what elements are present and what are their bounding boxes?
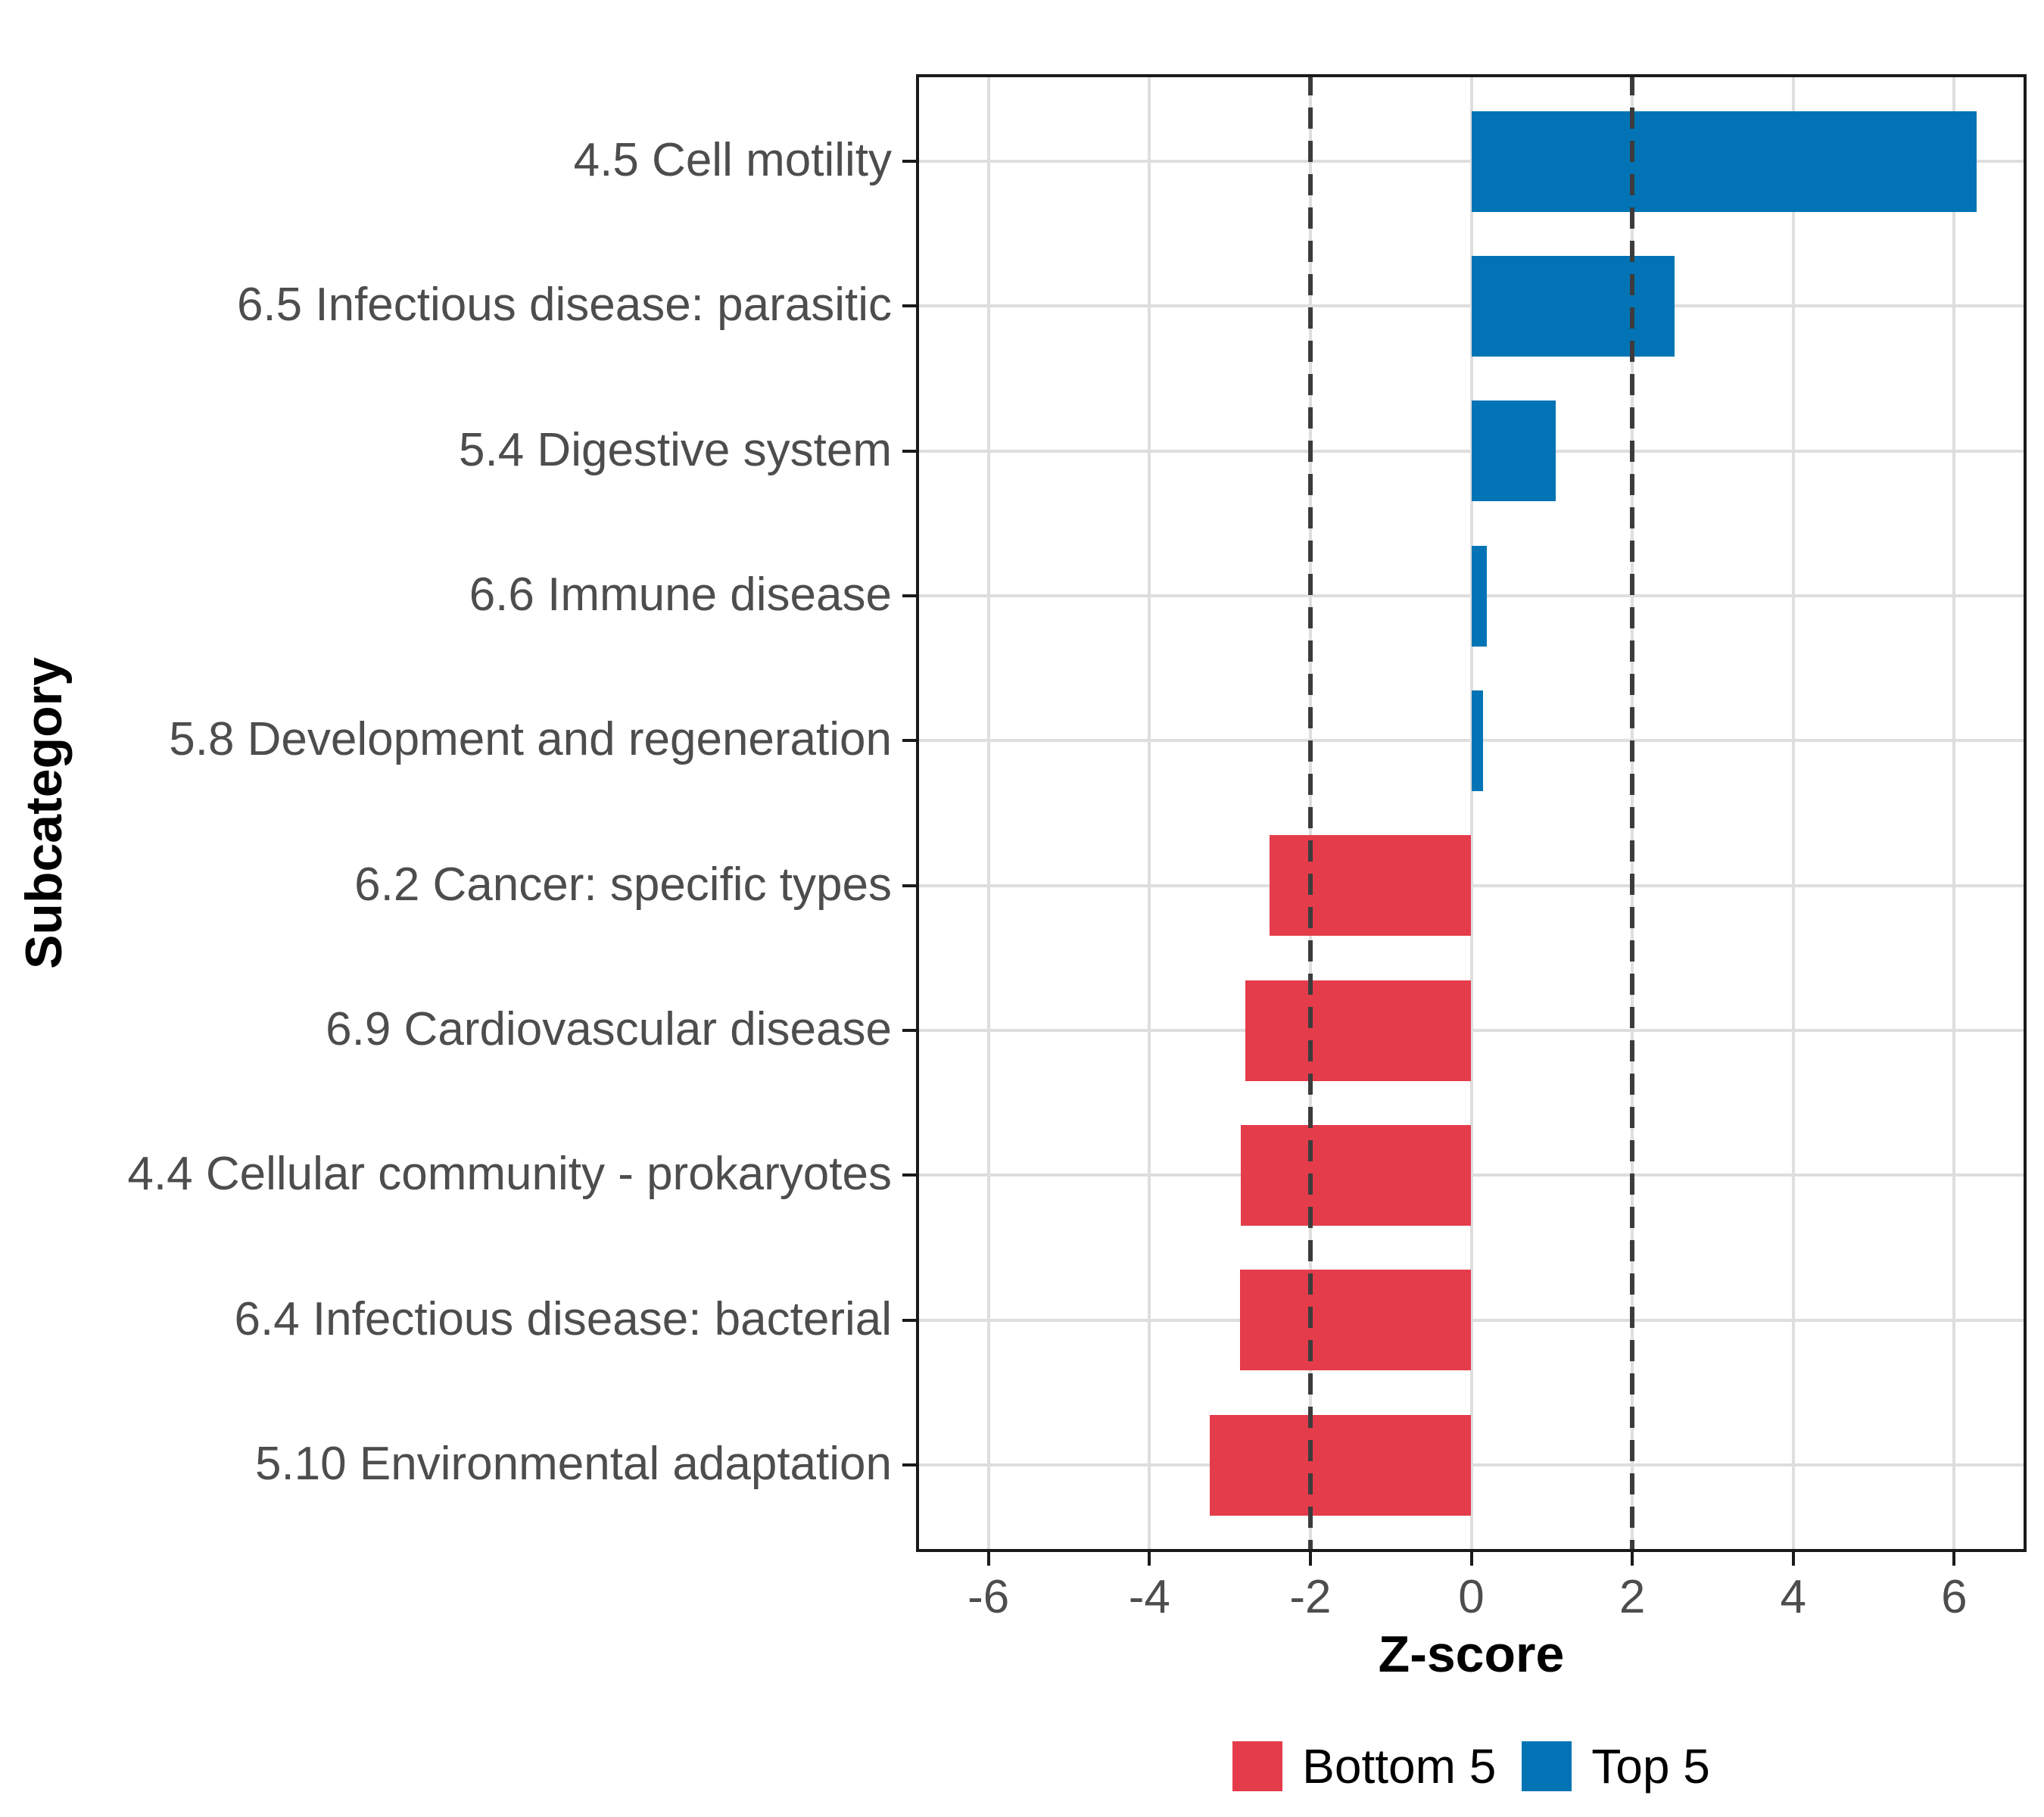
bar xyxy=(1240,1270,1472,1371)
gridline-x xyxy=(1791,74,1795,1552)
gridline-x xyxy=(1469,74,1473,1552)
x-tick-mark xyxy=(986,1552,990,1566)
category-label: 5.4 Digestive system xyxy=(459,423,892,476)
x-axis-title: Z-score xyxy=(1378,1625,1565,1683)
y-tick-mark xyxy=(902,739,916,743)
y-tick-mark xyxy=(902,1029,916,1032)
reference-line xyxy=(1630,74,1635,1552)
category-label: 6.4 Infectious disease: bacterial xyxy=(234,1292,892,1345)
reference-line xyxy=(1307,74,1313,1552)
category-label: 4.4 Cellular community - prokaryotes xyxy=(127,1148,892,1201)
category-label: 4.5 Cell motility xyxy=(573,134,892,187)
x-tick-label: -6 xyxy=(967,1571,1010,1623)
x-tick-label: 4 xyxy=(1780,1571,1806,1623)
bar xyxy=(1471,255,1675,357)
legend-item: Top 5 xyxy=(1522,1738,1710,1794)
legend-swatch xyxy=(1232,1741,1283,1791)
y-axis-title: Subcategory xyxy=(15,657,73,969)
gridline-x xyxy=(1148,74,1151,1552)
x-tick-mark xyxy=(1791,1552,1795,1566)
category-label: 5.10 Environmental adaptation xyxy=(254,1438,892,1491)
category-label: 5.8 Development and regeneration xyxy=(169,713,892,766)
legend-label: Top 5 xyxy=(1591,1739,1710,1794)
bar xyxy=(1210,1414,1472,1516)
y-tick-mark xyxy=(902,160,916,163)
bar xyxy=(1471,400,1556,502)
gridline-y xyxy=(916,1029,2027,1032)
y-tick-mark xyxy=(902,1173,916,1177)
legend: Bottom 5 Top 5 xyxy=(916,1738,2027,1794)
bar xyxy=(1241,1124,1472,1226)
legend-item: Bottom 5 xyxy=(1232,1738,1496,1794)
x-tick-label: 6 xyxy=(1941,1571,1968,1623)
bar xyxy=(1471,111,1977,212)
bar xyxy=(1245,980,1472,1081)
y-tick-mark xyxy=(902,594,916,597)
gridline-y xyxy=(916,1318,2027,1322)
y-tick-mark xyxy=(902,304,916,308)
bar xyxy=(1269,835,1472,937)
x-tick-label: -4 xyxy=(1128,1571,1170,1623)
gridline-y xyxy=(916,1173,2027,1177)
y-tick-mark xyxy=(902,884,916,887)
category-label: 6.5 Infectious disease: parasitic xyxy=(236,279,892,332)
gridline-x xyxy=(986,74,990,1552)
bar xyxy=(1471,545,1487,647)
x-tick-label: -2 xyxy=(1289,1571,1332,1623)
x-tick-mark xyxy=(1631,1552,1634,1566)
x-tick-mark xyxy=(1308,1552,1312,1566)
x-tick-mark xyxy=(1148,1552,1151,1566)
gridline-y xyxy=(916,884,2027,887)
y-tick-mark xyxy=(902,1318,916,1322)
x-tick-label: 0 xyxy=(1458,1571,1485,1623)
gridline-y xyxy=(916,1463,2027,1466)
y-tick-mark xyxy=(902,449,916,453)
category-label: 6.6 Immune disease xyxy=(469,569,892,622)
legend-swatch xyxy=(1522,1741,1572,1791)
legend-label: Bottom 5 xyxy=(1302,1739,1497,1794)
category-label: 6.9 Cardiovascular disease xyxy=(326,1003,892,1056)
category-label: 6.2 Cancer: specific types xyxy=(354,858,892,911)
y-tick-mark xyxy=(902,1463,916,1466)
x-tick-label: 2 xyxy=(1619,1571,1646,1623)
plot-panel xyxy=(916,74,2027,1552)
bar xyxy=(1471,690,1484,791)
x-tick-mark xyxy=(1469,1552,1473,1566)
x-tick-mark xyxy=(1952,1552,1956,1566)
gridline-x xyxy=(1952,74,1956,1552)
